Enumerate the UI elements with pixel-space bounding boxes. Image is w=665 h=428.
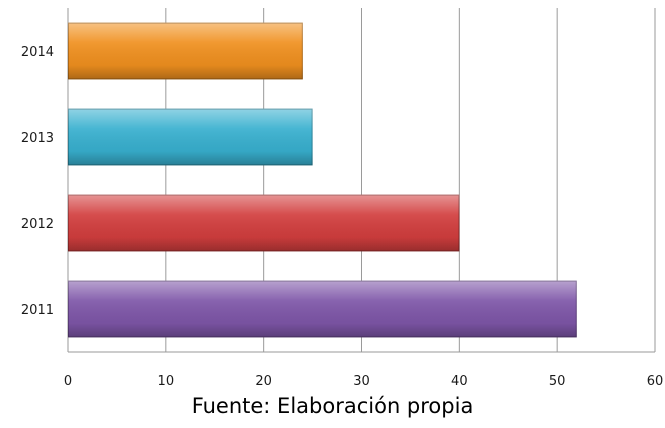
y-tick-label: 2012: [21, 217, 54, 232]
bar-outline-2013: [68, 108, 313, 166]
bar-outline-2014: [68, 22, 303, 80]
x-axis: 0 10 20 30 40 50 60: [64, 374, 663, 389]
x-tick-label: 20: [255, 374, 272, 389]
x-tick-label: 30: [353, 374, 370, 389]
y-tick-label: 2013: [21, 131, 54, 146]
x-tick-label: 10: [158, 374, 175, 389]
y-tick-label: 2014: [21, 45, 54, 60]
x-tick-label: 60: [647, 374, 664, 389]
y-axis: 2014 2013 2012 2011: [21, 45, 54, 318]
bar-shading-2011: [68, 280, 577, 338]
x-tick-label: 0: [64, 374, 72, 389]
x-tick-label: 50: [549, 374, 566, 389]
bars: [68, 22, 577, 338]
y-tick-label: 2011: [21, 303, 54, 318]
bar-shading-2013: [68, 108, 313, 166]
source-note: Fuente: Elaboración propia: [191, 394, 474, 418]
bar-shading-2014: [68, 22, 303, 80]
bar-outline-2011: [68, 280, 577, 338]
x-tick-label: 40: [451, 374, 468, 389]
bar-shading-2012: [68, 194, 460, 252]
bar-outline-2012: [68, 194, 460, 252]
